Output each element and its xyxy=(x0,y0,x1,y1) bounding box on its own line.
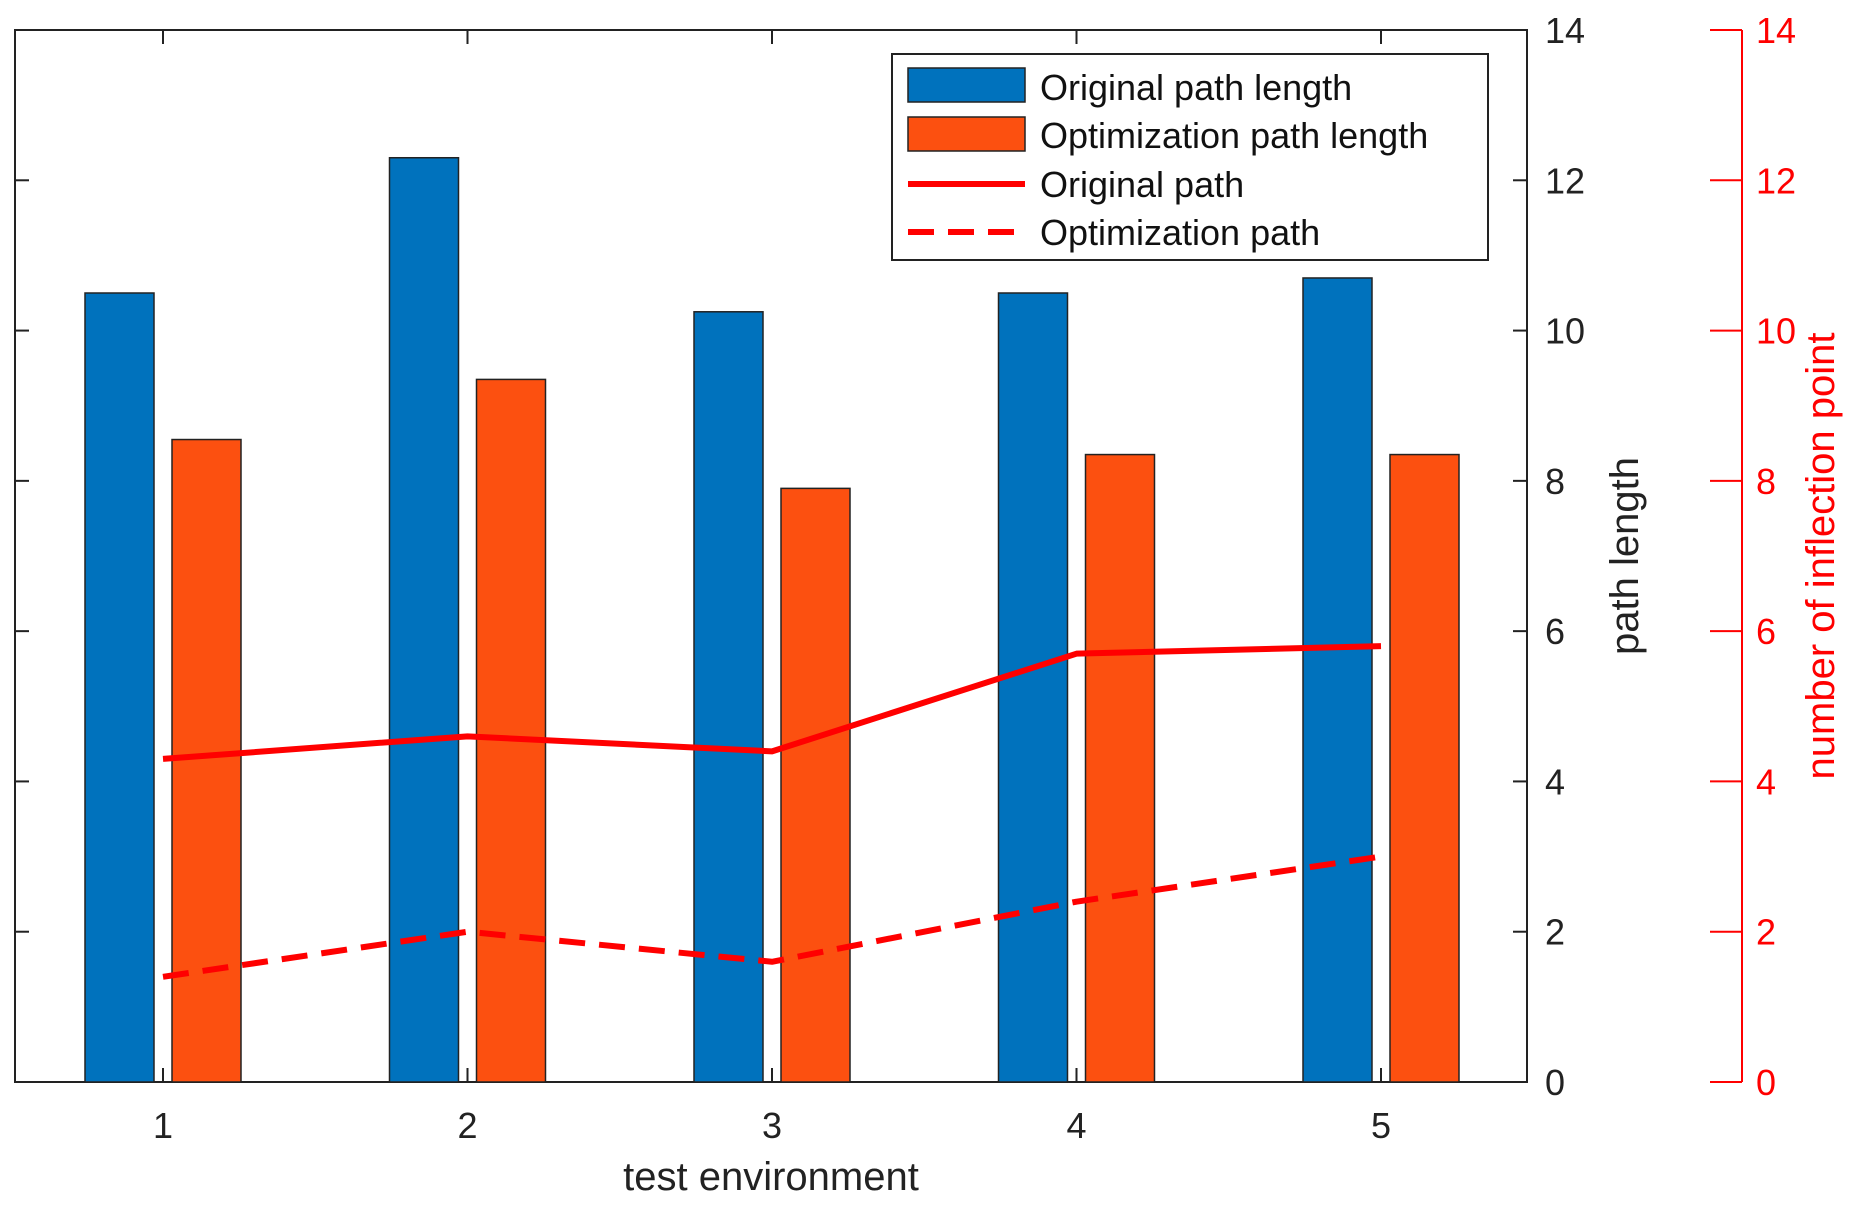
y-axis-right-label: number of inflection point xyxy=(1799,333,1843,780)
y-tick-label-12: 12 xyxy=(1545,160,1585,201)
x-tick-label-2: 2 xyxy=(457,1105,477,1146)
y-right-tick-label-0: 0 xyxy=(1756,1062,1776,1103)
bar-optimization-4 xyxy=(1084,453,1156,1083)
y-tick-label-14: 14 xyxy=(1545,10,1585,51)
y-right-tick-label-14: 14 xyxy=(1756,10,1796,51)
x-axis: 1 2 3 4 5 xyxy=(153,30,1391,1146)
x-axis-label: test environment xyxy=(623,1155,919,1199)
y-tick-label-2: 2 xyxy=(1545,912,1565,953)
line-optimization-path xyxy=(162,853,1382,980)
x-tick-label-4: 4 xyxy=(1066,1105,1086,1146)
y-tick-label-8: 8 xyxy=(1545,461,1565,502)
bars-group xyxy=(84,156,1460,1083)
y-right-tick-label-10: 10 xyxy=(1756,311,1796,352)
y-right-tick-label-12: 12 xyxy=(1756,160,1796,201)
line-original-path xyxy=(162,643,1382,762)
y-axis-left: 0 2 4 6 8 10 12 14 xyxy=(15,10,1585,1103)
y-tick-label-6: 6 xyxy=(1545,611,1565,652)
x-tick-label-3: 3 xyxy=(762,1105,782,1146)
y-tick-label-10: 10 xyxy=(1545,311,1585,352)
bar-optimization-2 xyxy=(475,378,547,1083)
bar-optimization-1 xyxy=(171,438,242,1083)
y-right-tick-label-2: 2 xyxy=(1756,912,1776,953)
y-right-tick-label-6: 6 xyxy=(1756,611,1776,652)
legend-label-original-line: Original path xyxy=(1040,164,1244,205)
legend-label-optimization-bar: Optimization path length xyxy=(1040,115,1428,156)
bar-optimization-3 xyxy=(780,487,851,1083)
y-tick-label-4: 4 xyxy=(1545,761,1565,802)
x-tick-label-1: 1 xyxy=(153,1105,173,1146)
x-tick-label-5: 5 xyxy=(1371,1105,1391,1146)
bar-original-3 xyxy=(693,311,764,1083)
legend-label-original-bar: Original path length xyxy=(1040,67,1352,108)
y-right-tick-label-4: 4 xyxy=(1756,761,1776,802)
y-tick-label-0: 0 xyxy=(1545,1062,1565,1103)
bar-original-2 xyxy=(388,156,460,1083)
y-right-tick-label-8: 8 xyxy=(1756,461,1776,502)
bar-original-5 xyxy=(1302,277,1373,1083)
bar-optimization-5 xyxy=(1389,453,1460,1083)
y-axis-label: path length xyxy=(1603,457,1647,655)
y-axis-right: 0 2 4 6 8 10 12 14 xyxy=(1710,10,1796,1103)
legend: Original path length Optimization path l… xyxy=(891,53,1489,261)
lines-group xyxy=(162,643,1382,980)
legend-label-optimization-line: Optimization path xyxy=(1040,212,1320,253)
legend-swatch-optimization-bar xyxy=(907,116,1026,152)
bar-original-1 xyxy=(84,292,155,1083)
legend-swatch-original-bar xyxy=(907,67,1026,103)
bar-original-4 xyxy=(997,292,1069,1083)
